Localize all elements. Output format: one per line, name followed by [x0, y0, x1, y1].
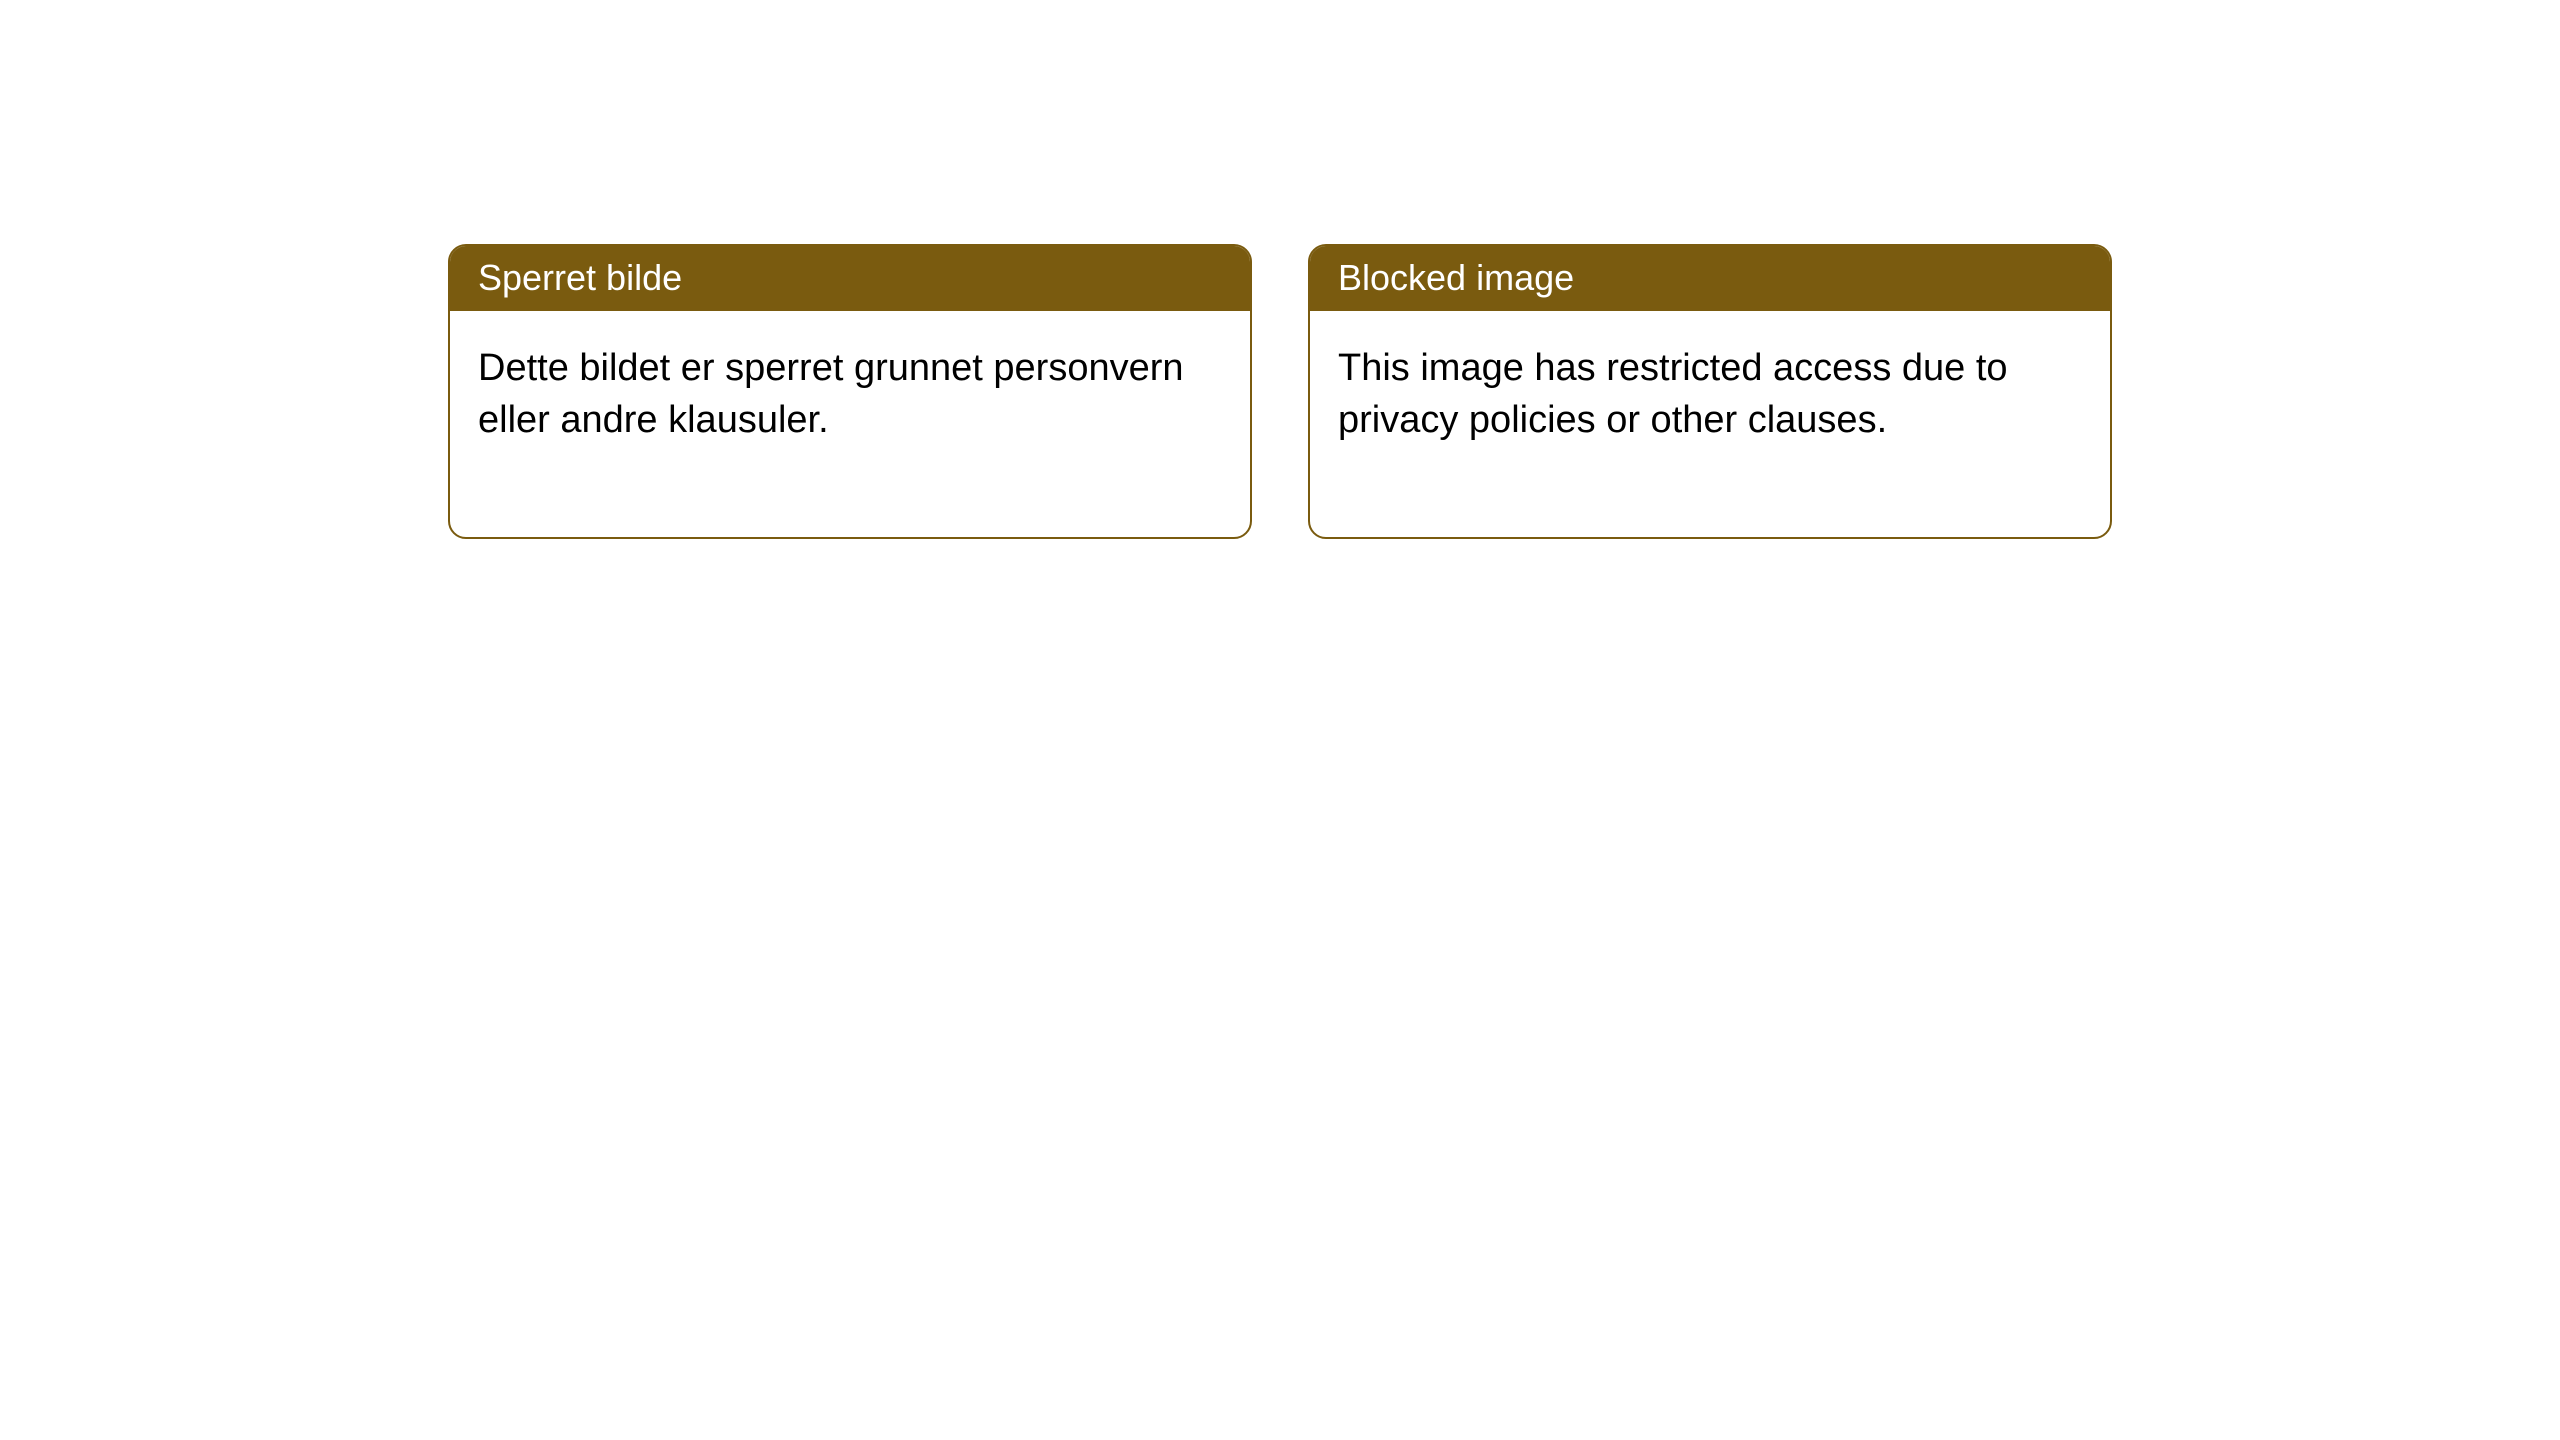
notice-card-english: Blocked image This image has restricted … — [1308, 244, 2112, 539]
notice-container: Sperret bilde Dette bildet er sperret gr… — [0, 0, 2560, 539]
notice-body: Dette bildet er sperret grunnet personve… — [450, 311, 1250, 536]
notice-body: This image has restricted access due to … — [1310, 311, 2110, 536]
notice-card-norwegian: Sperret bilde Dette bildet er sperret gr… — [448, 244, 1252, 539]
notice-title: Blocked image — [1310, 246, 2110, 311]
notice-title: Sperret bilde — [450, 246, 1250, 311]
